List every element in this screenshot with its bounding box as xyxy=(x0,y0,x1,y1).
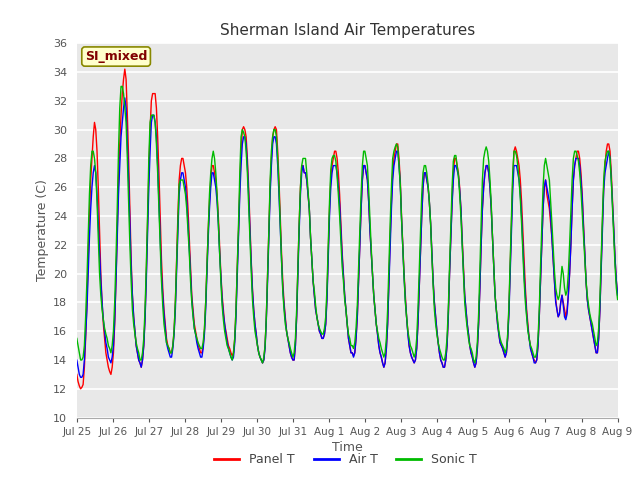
Y-axis label: Temperature (C): Temperature (C) xyxy=(36,180,49,281)
Legend: Panel T, Air T, Sonic T: Panel T, Air T, Sonic T xyxy=(209,448,482,471)
X-axis label: Time: Time xyxy=(332,441,363,454)
Text: SI_mixed: SI_mixed xyxy=(85,50,147,63)
Title: Sherman Island Air Temperatures: Sherman Island Air Temperatures xyxy=(220,23,475,38)
